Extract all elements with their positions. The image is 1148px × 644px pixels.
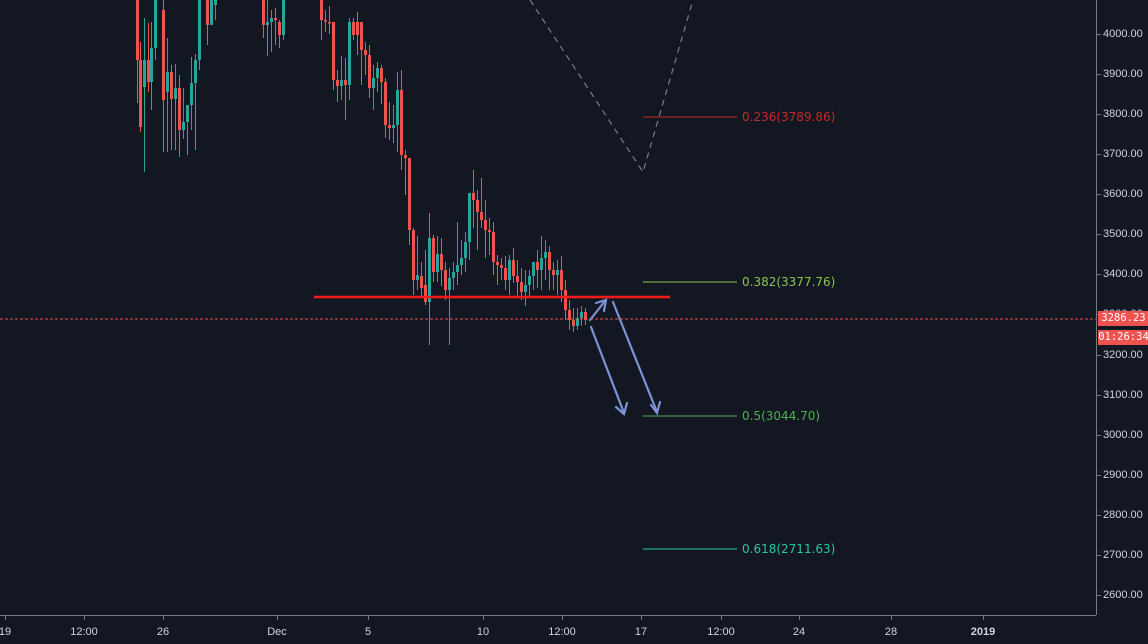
- time-tick-label: Dec: [267, 626, 287, 638]
- time-tick: [5, 616, 6, 620]
- price-axis[interactable]: 4000.00 3900.00 3800.00 3700.00 3600.00 3500.…: [1096, 0, 1148, 615]
- time-tick-label: 10: [476, 626, 490, 638]
- time-tick-label: 17: [634, 626, 648, 638]
- chart-plot-area[interactable]: [0, 0, 1096, 615]
- time-tick-label: 12:00: [707, 626, 735, 638]
- time-tick: [641, 616, 642, 620]
- price-tick: [1097, 74, 1101, 76]
- time-tick: [84, 616, 85, 620]
- price-tick: [1097, 394, 1101, 396]
- time-tick: [163, 616, 164, 620]
- fib-label-05: 0.5(3044.70): [742, 409, 821, 423]
- price-tick: [1097, 274, 1101, 276]
- fib-label-0382: 0.382(3377.76): [742, 275, 836, 289]
- price-tick: [1097, 154, 1101, 156]
- price-tick-label: 2600.00: [1103, 588, 1143, 601]
- time-tick: [891, 616, 892, 620]
- price-tick: [1097, 554, 1101, 556]
- price-tick-label: 4000.00: [1103, 28, 1143, 40]
- time-tick: [368, 616, 369, 620]
- time-tick: [983, 616, 984, 620]
- time-tick: [562, 616, 563, 620]
- price-tick: [1097, 34, 1101, 35]
- fib-label-0618: 0.618(2711.63): [742, 542, 836, 556]
- time-tick-label: 5: [364, 626, 372, 638]
- price-tick-label: 3200.00: [1103, 348, 1143, 361]
- time-axis[interactable]: 19 12:00 26 Dec 5 10 12:00 17 12:00 24 28 2019: [0, 615, 1096, 644]
- forecast-arrows[interactable]: [588, 298, 662, 416]
- countdown-badge: 01:26:34: [1098, 330, 1148, 345]
- time-tick: [721, 616, 722, 620]
- price-tick-label: 3500.00: [1103, 228, 1143, 241]
- projection-dashed-path: [529, 0, 694, 174]
- last-price-badge: 3286.23: [1098, 311, 1148, 326]
- price-tick-label: 3400.00: [1103, 268, 1143, 281]
- price-tick-label: 3000.00: [1103, 428, 1143, 441]
- price-tick-label: 3600.00: [1103, 188, 1143, 201]
- price-tick-label: 2800.00: [1103, 508, 1143, 521]
- fib-label-0236: 0.236(3789.86): [742, 110, 836, 124]
- price-tick: [1097, 114, 1101, 116]
- time-tick-label: 26: [156, 626, 170, 638]
- time-tick-label: 12:00: [548, 626, 576, 638]
- price-tick: [1097, 514, 1101, 516]
- price-tick-label: 3900.00: [1103, 68, 1143, 81]
- time-tick: [277, 616, 278, 620]
- price-tick: [1097, 474, 1101, 476]
- price-tick: [1097, 194, 1101, 196]
- price-tick: [1097, 594, 1101, 596]
- price-tick-label: 3800.00: [1103, 108, 1143, 121]
- time-tick: [483, 616, 484, 620]
- price-tick-label: 2700.00: [1103, 548, 1143, 561]
- price-tick-label: 2900.00: [1103, 468, 1143, 481]
- time-tick: [799, 616, 800, 620]
- price-tick-label: 3700.00: [1103, 148, 1143, 161]
- time-tick-label: 19: [0, 626, 12, 638]
- price-tick: [1097, 354, 1101, 356]
- price-tick-label: 3100.00: [1103, 388, 1143, 401]
- time-tick-label: 24: [792, 626, 806, 638]
- price-tick: [1097, 234, 1101, 236]
- time-tick-label: 12:00: [70, 626, 98, 638]
- time-tick-label: 28: [884, 626, 898, 638]
- candlestick-series: [136, 0, 587, 345]
- time-tick-label: 2019: [970, 626, 996, 638]
- price-tick: [1097, 434, 1101, 436]
